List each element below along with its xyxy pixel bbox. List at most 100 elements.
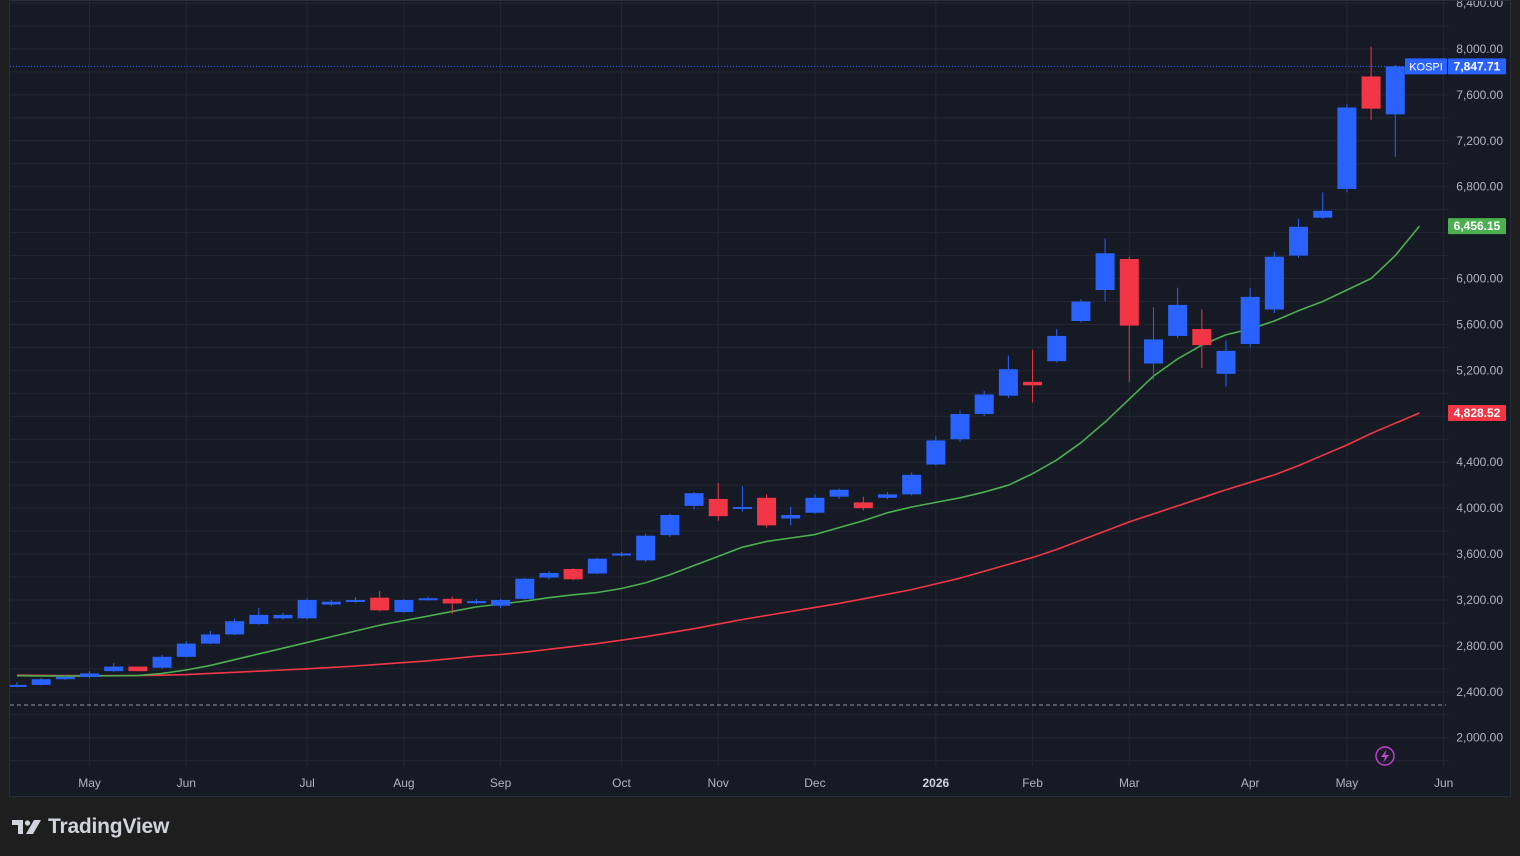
lightning-icon bbox=[1375, 746, 1395, 766]
candle bbox=[708, 482, 728, 521]
candle bbox=[491, 598, 511, 609]
ma-long-line bbox=[16, 412, 1420, 677]
y-tick-label: 7,200.00 bbox=[1456, 134, 1503, 148]
candle bbox=[31, 678, 51, 686]
x-tick-label: Sep bbox=[490, 776, 512, 790]
candle-body bbox=[853, 502, 873, 509]
brand-name: TradingView bbox=[48, 815, 170, 838]
candle bbox=[104, 663, 124, 672]
last-price-label-text: 7,847.71 bbox=[1454, 59, 1501, 73]
y-tick-label: 4,000.00 bbox=[1456, 501, 1503, 515]
candle-body bbox=[660, 515, 680, 536]
candle bbox=[853, 496, 873, 511]
candle bbox=[176, 641, 196, 658]
candle-body bbox=[1071, 301, 1091, 322]
candle bbox=[128, 666, 148, 672]
candle-body bbox=[515, 578, 535, 599]
candle-body bbox=[612, 553, 631, 556]
candle-body bbox=[926, 440, 946, 465]
candle-body bbox=[805, 497, 825, 513]
candle bbox=[1143, 307, 1163, 380]
candle-body bbox=[1313, 210, 1333, 218]
candle-body bbox=[31, 679, 51, 685]
candle bbox=[442, 596, 462, 614]
ma-short-label: 6,456.15 bbox=[1448, 218, 1506, 235]
moving-averages bbox=[16, 225, 1421, 677]
y-tick-label: 6,000.00 bbox=[1456, 272, 1503, 286]
candle-body bbox=[1240, 296, 1260, 344]
y-tick-label: 4,400.00 bbox=[1456, 455, 1503, 469]
candle-body bbox=[370, 597, 390, 611]
candle bbox=[1023, 349, 1043, 403]
candle bbox=[684, 492, 704, 510]
candle-body bbox=[877, 494, 897, 498]
candle-body bbox=[684, 493, 704, 506]
candle bbox=[1337, 104, 1357, 193]
candle bbox=[273, 612, 293, 620]
candle bbox=[781, 506, 801, 526]
lightning-icon-bolt bbox=[1381, 749, 1389, 763]
brand-logo[interactable]: TradingView bbox=[12, 813, 169, 841]
candle-body bbox=[1361, 76, 1381, 109]
candle bbox=[1289, 218, 1309, 258]
candle-body bbox=[1289, 226, 1309, 256]
candle-body bbox=[563, 568, 583, 580]
x-tick-label: Nov bbox=[708, 776, 729, 790]
ma-short-label-bg bbox=[1448, 218, 1506, 235]
candle bbox=[636, 533, 656, 563]
candle-body bbox=[1216, 350, 1236, 374]
ma-long-label: 4,828.52 bbox=[1448, 405, 1506, 422]
candle-body bbox=[1095, 253, 1115, 291]
y-tick-label: 6,800.00 bbox=[1456, 180, 1503, 194]
candle bbox=[249, 608, 269, 625]
candle bbox=[563, 568, 583, 581]
candle-body bbox=[539, 573, 559, 578]
candle-body bbox=[732, 506, 752, 509]
last-price-label-bg bbox=[1448, 58, 1506, 75]
candle-body bbox=[1143, 339, 1163, 364]
candle-body bbox=[249, 614, 269, 625]
candle-body bbox=[1047, 335, 1067, 362]
candle bbox=[612, 551, 631, 557]
candle bbox=[757, 494, 777, 528]
candlestick-chart[interactable]: 2,000.00 2,400.00 2,800.00 3,200.00 3,600.00… bbox=[7, 0, 1510, 796]
candle-body bbox=[225, 621, 245, 635]
y-tick-label: 3,600.00 bbox=[1456, 547, 1503, 561]
candle bbox=[539, 571, 559, 580]
candle bbox=[805, 494, 825, 514]
candle-body bbox=[829, 489, 849, 497]
chart-panel[interactable]: 2,000.00 2,400.00 2,800.00 3,200.00 3,600.00… bbox=[7, 0, 1511, 797]
axes: 2,000.00 2,400.00 2,800.00 3,200.00 3,600.00… bbox=[78, 0, 1503, 790]
candle-body bbox=[200, 634, 220, 644]
candle-body bbox=[1385, 66, 1405, 115]
x-tick-label: Jun bbox=[1434, 776, 1453, 790]
candle bbox=[926, 435, 946, 466]
candle-body bbox=[55, 676, 75, 680]
candle-body bbox=[1192, 329, 1212, 346]
ma-short-line bbox=[16, 225, 1421, 677]
candle bbox=[829, 488, 849, 499]
candle-body bbox=[394, 599, 414, 613]
candle-body bbox=[998, 369, 1018, 396]
candle bbox=[1240, 287, 1260, 348]
x-tick-label: Aug bbox=[393, 776, 414, 790]
x-tick-label: Apr bbox=[1241, 776, 1260, 790]
candle bbox=[732, 486, 752, 512]
candle-body bbox=[781, 515, 801, 519]
candle bbox=[1095, 238, 1115, 302]
candle-body bbox=[418, 598, 438, 601]
y-tick-label: 8,400.00 bbox=[1456, 1, 1503, 10]
candle-body bbox=[1168, 304, 1188, 336]
candle bbox=[80, 671, 100, 679]
candle-body bbox=[104, 666, 124, 672]
candles bbox=[7, 46, 1405, 688]
candle-body bbox=[273, 614, 293, 619]
candle-body bbox=[152, 656, 172, 668]
y-tick-label: 7,600.00 bbox=[1456, 88, 1503, 102]
candle-body bbox=[1119, 259, 1139, 326]
y-tick-label: 8,000.00 bbox=[1456, 42, 1503, 56]
x-tick-label: May bbox=[78, 776, 101, 790]
ma-short-label-text: 6,456.15 bbox=[1454, 219, 1501, 233]
candle bbox=[950, 410, 970, 442]
symbol-tag-bg bbox=[1405, 58, 1447, 75]
